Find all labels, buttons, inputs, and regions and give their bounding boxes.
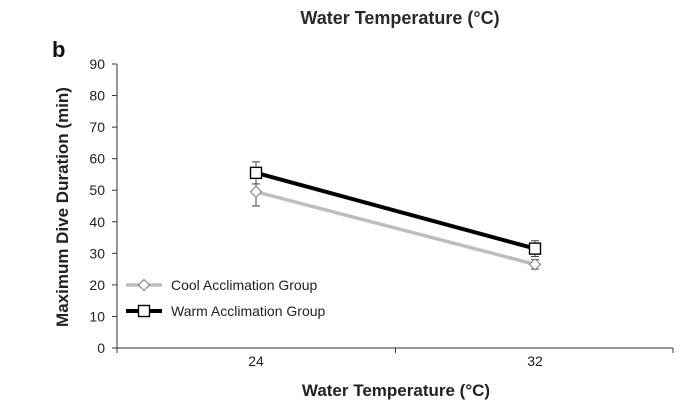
y-tick-label: 80 xyxy=(89,88,105,104)
data-point xyxy=(249,185,263,199)
y-tick-label: 60 xyxy=(89,151,105,167)
legend-label: Cool Acclimation Group xyxy=(171,277,318,293)
series-line xyxy=(255,170,536,251)
top-axis-label: Water Temperature (°C) xyxy=(300,8,499,28)
legend: Cool Acclimation Group Warm Acclimation G… xyxy=(126,277,326,319)
legend-label: Warm Acclimation Group xyxy=(171,303,326,319)
series-line xyxy=(255,190,536,267)
series-layer xyxy=(249,161,542,271)
x-tick-label: 32 xyxy=(527,353,543,369)
x-axis-title: Water Temperature (°C) xyxy=(302,381,490,400)
y-tick-label: 50 xyxy=(89,182,105,198)
data-point xyxy=(528,258,542,271)
x-ticks: 24 32 xyxy=(116,348,674,369)
x-tick-label: 24 xyxy=(248,353,264,369)
y-ticks: 0 10 20 30 40 50 60 70 80 90 xyxy=(89,56,117,356)
y-tick-label: 30 xyxy=(89,245,105,261)
y-tick-label: 90 xyxy=(89,56,105,72)
legend-marker xyxy=(137,304,151,318)
data-point xyxy=(249,166,263,180)
y-tick-label: 70 xyxy=(89,119,105,135)
y-tick-label: 20 xyxy=(89,277,105,293)
y-axis-title: Maximum Dive Duration (min) xyxy=(53,87,72,327)
panel-label: b xyxy=(52,37,65,62)
data-point xyxy=(528,242,542,255)
legend-marker xyxy=(137,278,151,292)
y-tick-label: 40 xyxy=(89,214,105,230)
y-tick-label: 0 xyxy=(97,340,105,356)
y-tick-label: 10 xyxy=(89,308,105,324)
